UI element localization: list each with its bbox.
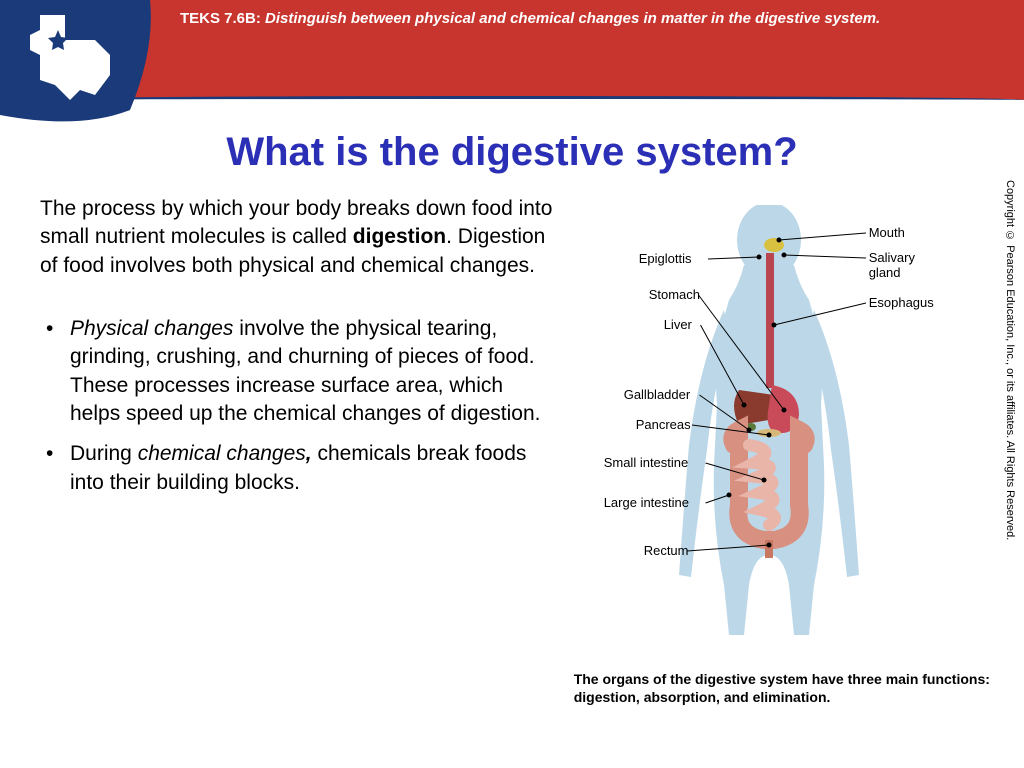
bullet-list: Physical changes involve the physical te… [40,315,554,497]
label-stomach: Stomach [649,287,700,302]
bullet1-italic: Physical changes [70,317,233,340]
anatomy-diagram: Epiglottis Stomach Liver Gallbladder Pancrea… [574,195,954,655]
diagram-caption: The organs of the digestive system have … [574,670,994,706]
diagram-column: Epiglottis Stomach Liver Gallbladder Pancrea… [574,195,994,706]
label-salivary-gland: Salivary gland [869,250,915,280]
text-column: The process by which your body breaks do… [40,195,554,706]
texas-badge [0,0,170,130]
bullet2-italic: chemical changes [138,442,306,465]
intro-bold: digestion [353,225,446,248]
page-title: What is the digestive system? [0,130,1024,175]
label-liver: Liver [664,317,692,332]
intro-paragraph: The process by which your body breaks do… [40,195,554,280]
bullet-chemical: During chemical changes, chemicals break… [70,440,554,497]
label-esophagus: Esophagus [869,295,934,310]
label-pancreas: Pancreas [636,417,691,432]
label-gallbladder: Gallbladder [624,387,691,402]
label-mouth: Mouth [869,225,905,240]
teks-text: TEKS 7.6B: Distinguish between physical … [180,10,1004,27]
body-silhouette [669,205,869,645]
label-large-intestine: Large intestine [604,495,689,510]
header-bar: TEKS 7.6B: Distinguish between physical … [0,0,1024,100]
bullet-physical: Physical changes involve the physical te… [70,315,554,428]
teks-standard: Distinguish between physical and chemica… [265,10,880,27]
label-small-intestine: Small intestine [604,455,689,470]
label-rectum: Rectum [644,543,689,558]
content-area: The process by which your body breaks do… [0,195,1024,706]
teks-code: TEKS 7.6B: [180,10,261,27]
label-epiglottis: Epiglottis [639,251,692,266]
copyright-text: Copyright © Pearson Education, Inc., or … [1004,180,1016,540]
bullet2-pre: During [70,442,138,465]
